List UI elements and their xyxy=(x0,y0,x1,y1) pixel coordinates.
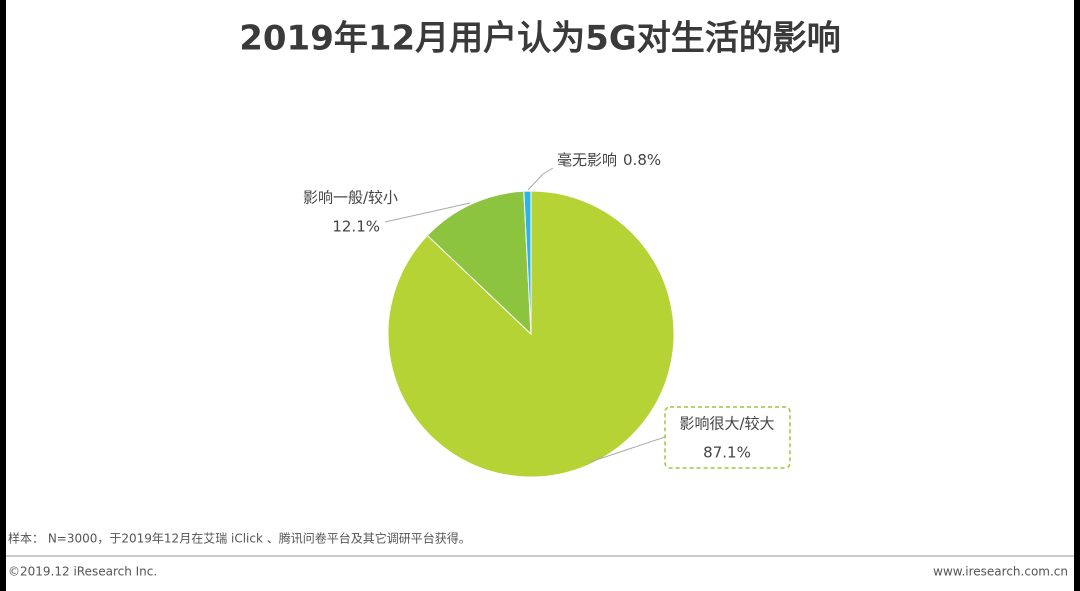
website: www.iresearch.com.cn xyxy=(933,565,1068,579)
leader-line xyxy=(384,202,471,223)
copyright: ©2019.12 iResearch Inc. xyxy=(8,565,157,579)
leader-line xyxy=(542,167,554,175)
slice-value: 12.1% xyxy=(332,218,380,236)
slice-label: 毫无影响 xyxy=(557,151,617,169)
slice-value: 0.8% xyxy=(623,151,661,169)
pie-slice xyxy=(426,190,532,336)
pie-slice xyxy=(523,190,532,335)
label-box xyxy=(664,406,791,469)
leader-line xyxy=(589,436,666,463)
slice-label: 影响很大/较大 xyxy=(679,415,774,433)
slice-label: 影响一般/较小 xyxy=(303,189,398,207)
source-note: 样本： N=3000，于2019年12月在艾瑞 iClick 、腾讯问卷平台及其… xyxy=(8,531,471,546)
slice-value: 87.1% xyxy=(703,444,751,462)
slice-label-group: 毫无影响 0.8% xyxy=(557,151,661,169)
left-border xyxy=(0,0,6,591)
right-border xyxy=(1074,0,1080,591)
chart-title: 2019年12月用户认为5G对生活的影响 xyxy=(239,19,841,59)
pie-slice xyxy=(387,190,675,478)
leader-line xyxy=(527,173,544,191)
pie xyxy=(387,190,675,478)
